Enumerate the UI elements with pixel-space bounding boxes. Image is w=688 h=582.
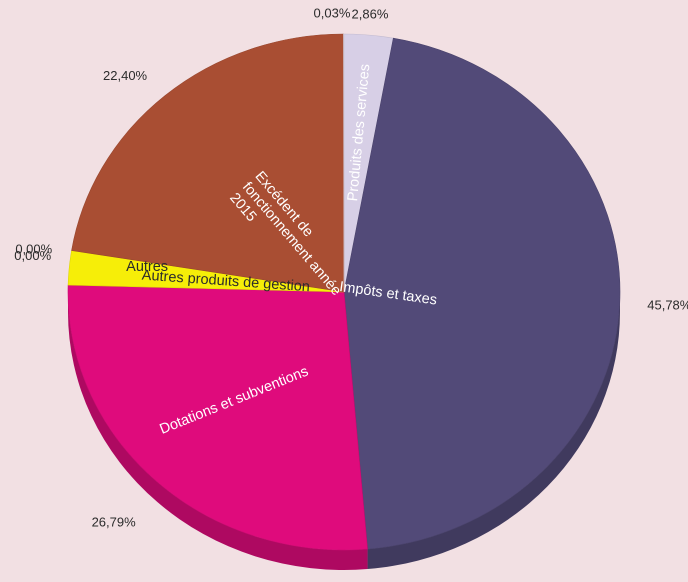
- pie-side-impots-et-taxes-1: [367, 292, 620, 570]
- percent-label-autres-produits-de-gestion-3: 0,00%: [15, 242, 52, 257]
- pie-depth-layer: [68, 292, 620, 571]
- pie-slice-unnamed-6: [343, 33, 345, 293]
- slice-label-autres-4: Autres: [126, 259, 168, 275]
- pie-top-layer: [67, 33, 621, 551]
- pie-slice-impots-et-taxes-1: [343, 37, 621, 550]
- percent-label-impots-et-taxes-1: 45,78%: [647, 297, 688, 312]
- percent-label-dotations-et-subventions-2: 26,79%: [92, 514, 137, 529]
- pie-slice-dotations-et-subventions-2: [67, 284, 368, 551]
- pie-slice-excedent-de-fonctionnement-annee-2015-5: [71, 33, 345, 293]
- percent-label-produits-des-services-0: 2,86%: [352, 6, 389, 21]
- percent-label-unnamed-6: 0,03%: [314, 6, 351, 21]
- percent-label-excedent-de-fonctionnement-annee-2015-5: 22,40%: [103, 68, 148, 83]
- percent-label-autres-4: 0,00%: [14, 248, 51, 263]
- percent-labels: 2,86% 45,78% 26,79% 0,00%0,00% 22,40% 0,03%: [14, 6, 688, 530]
